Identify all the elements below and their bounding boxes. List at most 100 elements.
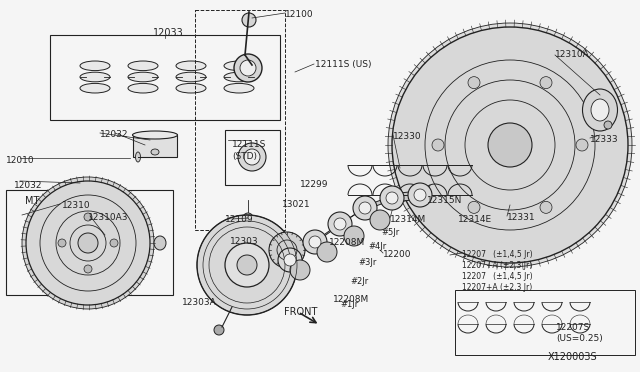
Circle shape <box>359 202 371 214</box>
Circle shape <box>78 233 98 253</box>
Text: #2Jr: #2Jr <box>350 277 368 286</box>
Text: 12315N: 12315N <box>427 196 462 205</box>
Ellipse shape <box>80 83 110 93</box>
Text: 12303: 12303 <box>230 237 259 246</box>
Text: 12208M: 12208M <box>329 238 365 247</box>
Circle shape <box>370 210 390 230</box>
Ellipse shape <box>591 99 609 121</box>
Circle shape <box>290 260 310 280</box>
Text: #4Jr: #4Jr <box>368 242 387 251</box>
Text: 12310A: 12310A <box>555 50 589 59</box>
Circle shape <box>353 196 377 220</box>
Ellipse shape <box>176 83 206 93</box>
Circle shape <box>58 239 66 247</box>
Text: (US=0.25): (US=0.25) <box>556 334 603 343</box>
Text: 12310A3: 12310A3 <box>88 213 129 222</box>
Bar <box>195 10 285 230</box>
Text: 12032: 12032 <box>100 130 129 139</box>
Circle shape <box>240 60 256 76</box>
Text: 12207S: 12207S <box>556 323 590 332</box>
Circle shape <box>243 213 253 223</box>
Circle shape <box>22 177 154 309</box>
Polygon shape <box>384 190 428 203</box>
Polygon shape <box>332 203 373 229</box>
Bar <box>50 35 280 120</box>
Bar <box>6 190 173 295</box>
Text: 12330: 12330 <box>393 132 422 141</box>
Ellipse shape <box>154 236 166 250</box>
Ellipse shape <box>238 143 266 171</box>
Text: 12207+A (±2,3 Jr): 12207+A (±2,3 Jr) <box>462 283 532 292</box>
Text: 12208M: 12208M <box>333 295 369 304</box>
Circle shape <box>84 213 92 221</box>
Text: 12310: 12310 <box>62 201 91 210</box>
Circle shape <box>278 248 302 272</box>
Circle shape <box>303 230 327 254</box>
Circle shape <box>110 239 118 247</box>
Circle shape <box>432 139 444 151</box>
Circle shape <box>576 139 588 151</box>
Ellipse shape <box>176 72 206 82</box>
Text: 12207   (±1,4,5 Jr): 12207 (±1,4,5 Jr) <box>462 250 532 259</box>
Circle shape <box>234 54 262 82</box>
Text: FRONT: FRONT <box>284 307 317 317</box>
Ellipse shape <box>244 149 260 165</box>
Circle shape <box>225 243 269 287</box>
Ellipse shape <box>224 83 254 93</box>
Ellipse shape <box>128 83 158 93</box>
Polygon shape <box>282 237 323 265</box>
Circle shape <box>386 192 398 204</box>
Circle shape <box>392 27 628 263</box>
Circle shape <box>317 242 337 262</box>
Text: #1Jr: #1Jr <box>340 300 358 309</box>
Circle shape <box>488 123 532 167</box>
Polygon shape <box>307 219 348 247</box>
Circle shape <box>380 186 404 210</box>
Ellipse shape <box>132 131 177 139</box>
Ellipse shape <box>224 61 254 71</box>
Bar <box>455 290 635 355</box>
Text: 12207   (±1,4,5 Jr): 12207 (±1,4,5 Jr) <box>462 272 532 281</box>
Text: #3Jr: #3Jr <box>358 258 376 267</box>
Text: 12200: 12200 <box>383 250 412 259</box>
Text: 12314E: 12314E <box>458 215 492 224</box>
Ellipse shape <box>80 61 110 71</box>
Ellipse shape <box>151 149 159 155</box>
Circle shape <box>344 226 364 246</box>
Circle shape <box>214 325 224 335</box>
Circle shape <box>328 212 352 236</box>
Circle shape <box>242 13 256 27</box>
Text: 13021: 13021 <box>282 200 310 209</box>
Text: 12314M: 12314M <box>390 215 426 224</box>
Ellipse shape <box>224 72 254 82</box>
Text: 12100: 12100 <box>285 10 314 19</box>
Text: MT: MT <box>25 196 40 206</box>
Text: X120003S: X120003S <box>548 352 598 362</box>
Circle shape <box>388 23 632 267</box>
Circle shape <box>237 255 257 275</box>
Polygon shape <box>357 193 400 213</box>
Text: 12111S: 12111S <box>232 140 266 149</box>
Circle shape <box>468 77 480 89</box>
Ellipse shape <box>128 72 158 82</box>
Text: 12111S (US): 12111S (US) <box>315 60 371 69</box>
Circle shape <box>197 215 297 315</box>
Text: 12010: 12010 <box>6 156 35 165</box>
Text: 12109: 12109 <box>225 215 253 224</box>
Ellipse shape <box>176 61 206 71</box>
Text: 12032: 12032 <box>14 181 42 190</box>
Ellipse shape <box>582 89 618 131</box>
Circle shape <box>269 232 305 268</box>
Circle shape <box>604 121 612 129</box>
Text: 12299: 12299 <box>300 180 328 189</box>
Polygon shape <box>133 135 177 157</box>
Circle shape <box>284 254 296 266</box>
Text: 12033: 12033 <box>152 28 184 38</box>
Circle shape <box>540 77 552 89</box>
Text: #5Jr: #5Jr <box>381 228 399 237</box>
Text: 12207+A (±2,3 Jr): 12207+A (±2,3 Jr) <box>462 261 532 270</box>
Ellipse shape <box>80 72 110 82</box>
Bar <box>225 130 280 185</box>
Ellipse shape <box>136 152 141 162</box>
Circle shape <box>540 201 552 214</box>
